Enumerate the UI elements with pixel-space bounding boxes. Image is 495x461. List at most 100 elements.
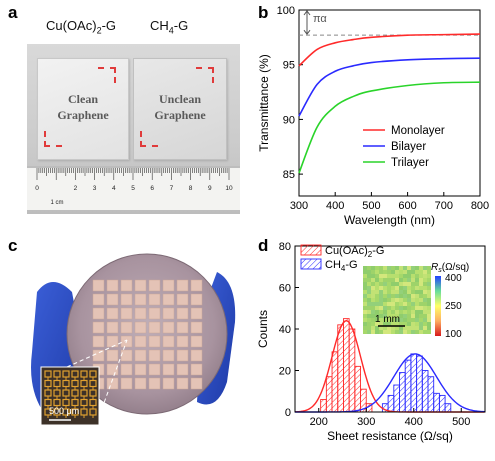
- ruler-number: 9: [208, 185, 212, 192]
- map-pixel: [427, 270, 431, 274]
- unclean-graphene-sample: Unclean Graphene: [133, 58, 227, 160]
- map-pixel: [399, 322, 403, 326]
- map-pixel: [367, 306, 371, 310]
- map-pixel: [395, 306, 399, 310]
- map-pixel: [419, 286, 423, 290]
- map-pixel: [375, 302, 379, 306]
- d-x-tick-label: 500: [452, 416, 470, 428]
- map-pixel: [407, 326, 411, 330]
- map-pixel: [371, 310, 375, 314]
- map-pixel: [391, 314, 395, 318]
- map-pixel: [363, 286, 367, 290]
- map-pixel: [391, 318, 395, 322]
- map-pixel: [415, 278, 419, 282]
- map-pixel: [367, 286, 371, 290]
- map-pixel: [411, 266, 415, 270]
- map-pixel: [379, 298, 383, 302]
- b-y-tick-label: 85: [283, 169, 295, 181]
- map-pixel: [407, 322, 411, 326]
- map-pixel: [387, 310, 391, 314]
- map-pixel: [423, 314, 427, 318]
- map-pixel: [423, 322, 427, 326]
- d-legend-swatch: [300, 258, 322, 270]
- map-pixel: [407, 330, 411, 334]
- map-pixel: [395, 314, 399, 318]
- d-y-tick-label: 60: [279, 283, 291, 295]
- map-pixel: [363, 266, 367, 270]
- map-pixel: [399, 306, 403, 310]
- map-pixel: [415, 294, 419, 298]
- graphene-samples-photo: Clean Graphene Unclean Graphene 0 2 3 4 5 6 7 8…: [27, 44, 240, 214]
- map-pixel: [403, 270, 407, 274]
- map-pixel: [399, 266, 403, 270]
- map-pixel: [407, 270, 411, 274]
- map-pixel: [371, 326, 375, 330]
- map-pixel: [375, 282, 379, 286]
- transmittance-chart: 300 400 500 600 700 800 85 90 95 100 Wavelength (n…: [257, 5, 489, 227]
- map-pixel: [383, 274, 387, 278]
- map-pixel: [415, 286, 419, 290]
- map-pixel: [423, 306, 427, 310]
- map-pixel: [411, 330, 415, 334]
- b-pi-alpha-label: πα: [313, 13, 327, 25]
- map-pixel: [407, 282, 411, 286]
- map-pixel: [367, 290, 371, 294]
- ruler-number: 7: [170, 185, 174, 192]
- map-pixel: [391, 298, 395, 302]
- d-histogram-bar: [433, 392, 440, 413]
- map-pixel: [363, 294, 367, 298]
- d-histogram-bar: [416, 355, 423, 413]
- d-histogram-bar: [354, 365, 361, 413]
- panel-b-letter: b: [258, 3, 269, 22]
- map-pixel: [371, 322, 375, 326]
- map-pixel: [427, 318, 431, 322]
- map-pixel: [363, 314, 367, 318]
- map-pixel: [423, 318, 427, 322]
- map-pixel: [367, 266, 371, 270]
- map-pixel: [371, 266, 375, 270]
- map-pixel: [411, 306, 415, 310]
- map-pixel: [367, 270, 371, 274]
- rs-map-inset: 1 mm: [363, 266, 431, 334]
- map-pixel: [407, 298, 411, 302]
- b-y-tick-label: 90: [283, 114, 295, 126]
- map-pixel: [379, 306, 383, 310]
- d-histogram-bar: [337, 324, 344, 413]
- map-pixel: [387, 274, 391, 278]
- map-pixel: [407, 306, 411, 310]
- map-pixel: [415, 330, 419, 334]
- map-pixel: [367, 322, 371, 326]
- map-pixel: [375, 322, 379, 326]
- b-legend-label: Bilayer: [391, 141, 426, 153]
- b-y-tick-label: 100: [277, 5, 295, 17]
- map-pixel: [375, 318, 379, 322]
- map-pixel: [423, 302, 427, 306]
- map-pixel: [395, 274, 399, 278]
- map-pixel: [387, 278, 391, 282]
- d-histogram-bar: [421, 370, 429, 413]
- map-pixel: [391, 302, 395, 306]
- map-pixel: [399, 270, 403, 274]
- map-pixel: [399, 290, 403, 294]
- map-pixel: [419, 290, 423, 294]
- b-series-line-monolayer: [298, 33, 481, 67]
- map-pixel: [363, 302, 367, 306]
- map-pixel: [371, 294, 375, 298]
- ruler-number: 5: [131, 185, 135, 192]
- d-histogram-bar: [393, 384, 400, 413]
- map-pixel: [363, 310, 367, 314]
- map-pixel: [367, 326, 371, 330]
- map-pixel: [387, 270, 391, 274]
- b-legend-label: Monolayer: [391, 125, 445, 137]
- map-pixel: [371, 302, 375, 306]
- map-pixel: [379, 278, 383, 282]
- map-pixel: [411, 326, 415, 330]
- map-pixel: [375, 314, 379, 318]
- map-pixel: [395, 310, 399, 314]
- map-pixel: [375, 330, 379, 334]
- ruler-number: 3: [93, 185, 97, 192]
- map-pixel: [395, 282, 399, 286]
- map-pixel: [371, 298, 375, 302]
- map-pixel: [419, 310, 423, 314]
- map-pixel: [427, 302, 431, 306]
